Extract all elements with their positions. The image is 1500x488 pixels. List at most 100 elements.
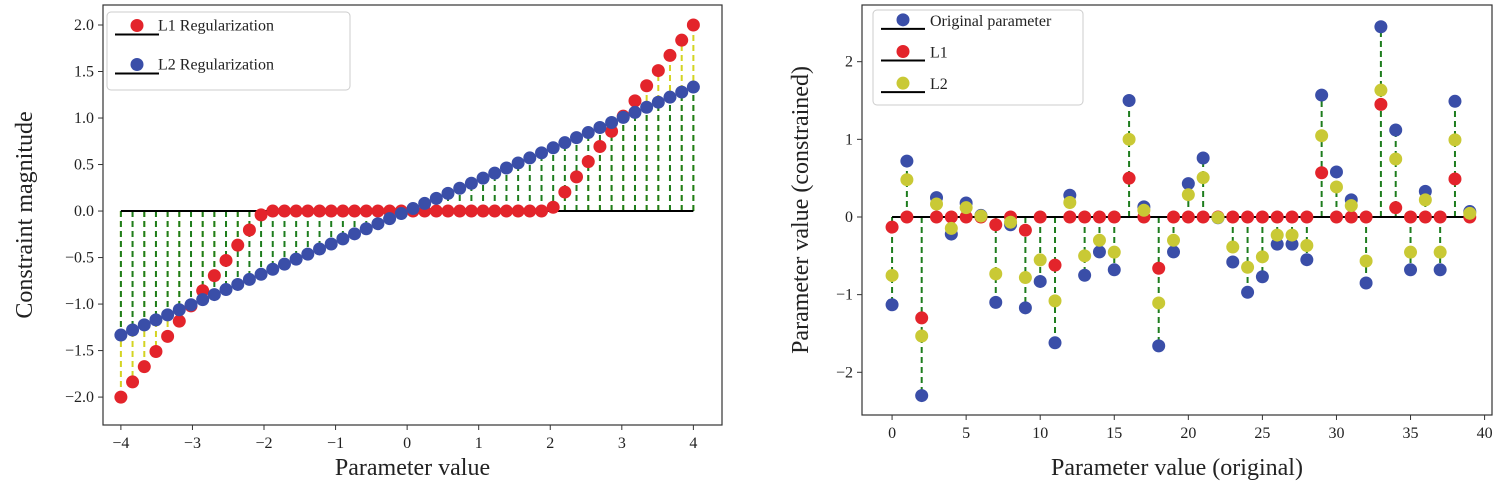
l2-point xyxy=(1048,294,1062,308)
l2-point xyxy=(266,262,280,276)
l2-point xyxy=(383,212,397,226)
l2-point xyxy=(488,166,502,180)
l2-point xyxy=(546,141,560,155)
l1-point xyxy=(207,269,221,283)
l1-point xyxy=(1300,210,1314,224)
original-point xyxy=(1152,339,1166,353)
l2-point xyxy=(1211,211,1225,225)
y-axis-label: Parameter value (constrained) xyxy=(788,66,814,354)
y-tick-label: −0.5 xyxy=(65,250,94,267)
l2-point xyxy=(535,146,549,160)
original-point xyxy=(1048,336,1062,350)
l2-point xyxy=(418,196,432,210)
l2-point xyxy=(1092,233,1106,247)
l1-point xyxy=(1092,210,1106,224)
legend-label: L2 xyxy=(930,76,948,93)
original-point xyxy=(1226,255,1240,269)
original-point xyxy=(1255,270,1269,284)
original-point xyxy=(1241,285,1255,299)
y-tick-label: 1.0 xyxy=(74,110,94,127)
l1-point xyxy=(1018,223,1032,237)
l2-point xyxy=(1255,250,1269,264)
y-tick-label: 0 xyxy=(845,209,853,226)
l2-point xyxy=(675,85,689,99)
l2-point xyxy=(1433,245,1447,259)
l1-point xyxy=(900,210,914,224)
l1-point xyxy=(266,204,280,218)
l2-point xyxy=(1300,238,1314,252)
original-point xyxy=(900,154,914,168)
l2-point xyxy=(570,131,584,145)
l1-point xyxy=(429,204,443,218)
l2-point xyxy=(944,221,958,235)
l2-point xyxy=(1344,199,1358,213)
original-point xyxy=(1389,123,1403,137)
y-tick-label: −1 xyxy=(836,287,853,304)
l2-point xyxy=(406,202,420,216)
legend: L1 Regularization L2 Regularization xyxy=(106,11,351,91)
l2-point xyxy=(231,277,245,291)
l1-point xyxy=(1404,210,1418,224)
l2-point xyxy=(289,252,303,266)
l1-point xyxy=(324,204,338,218)
l1-point xyxy=(1196,210,1210,224)
x-tick-label: 10 xyxy=(1032,425,1048,442)
x-tick-label: 0 xyxy=(403,435,411,452)
l1-point xyxy=(1152,261,1166,275)
legend-marker-icon xyxy=(896,76,910,90)
l2-point xyxy=(1004,215,1018,229)
x-tick-label: −1 xyxy=(327,435,344,452)
y-tick-label: 1.5 xyxy=(74,64,94,81)
l1-point xyxy=(989,218,1003,232)
legend-box xyxy=(106,11,351,91)
l1-point xyxy=(930,210,944,224)
original-point xyxy=(1300,253,1314,267)
original-point xyxy=(1181,177,1195,191)
original-point xyxy=(1448,94,1462,108)
l2-point xyxy=(1167,233,1181,247)
l1-point xyxy=(1448,172,1462,186)
y-axis-label: Constraint magnitude xyxy=(12,111,38,318)
l2-point xyxy=(1448,133,1462,147)
l2-point xyxy=(499,161,513,175)
x-tick-label: 4 xyxy=(689,435,697,452)
l1-point xyxy=(1167,210,1181,224)
l2-point xyxy=(149,313,163,327)
x-tick-label: 15 xyxy=(1106,425,1122,442)
original-point xyxy=(1078,268,1092,282)
l1-point xyxy=(453,204,467,218)
l2-point xyxy=(616,110,630,124)
original-point xyxy=(1315,88,1329,102)
x-tick-label: 5 xyxy=(962,425,970,442)
l1-point xyxy=(219,253,233,267)
l2-point xyxy=(593,121,607,135)
l1-point xyxy=(126,375,140,389)
l1-point xyxy=(570,170,584,184)
original-point xyxy=(989,295,1003,309)
y-tick-label: 2 xyxy=(845,54,853,71)
l1-point xyxy=(313,204,327,218)
l1-point xyxy=(114,390,128,404)
legend: Original parameter L1 L2 xyxy=(872,9,1084,106)
legend-label: L1 xyxy=(930,45,948,62)
y-tick-label: −2 xyxy=(836,364,853,381)
l2-point xyxy=(242,272,256,286)
l2-point xyxy=(453,181,467,195)
original-point xyxy=(1433,263,1447,277)
x-tick-label: 40 xyxy=(1477,425,1493,442)
l2-point xyxy=(523,151,537,165)
l1-point xyxy=(1107,210,1121,224)
y-tick-label: 1 xyxy=(845,131,853,148)
x-tick-label: 0 xyxy=(888,425,896,442)
x-tick-label: 20 xyxy=(1180,425,1196,442)
l2-point xyxy=(207,288,221,302)
l2-point xyxy=(885,268,899,282)
l1-point xyxy=(1270,210,1284,224)
x-tick-label: 35 xyxy=(1403,425,1419,442)
original-point xyxy=(1122,94,1136,108)
l1-point xyxy=(1418,210,1432,224)
l2-point xyxy=(915,329,929,343)
legend-marker-icon xyxy=(896,13,910,27)
l2-point xyxy=(959,201,973,215)
l2-point xyxy=(1107,245,1121,259)
